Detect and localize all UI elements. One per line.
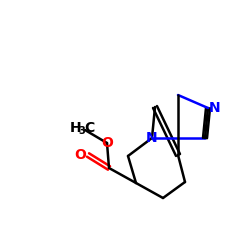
Text: O: O bbox=[74, 148, 86, 162]
Text: H: H bbox=[70, 121, 82, 135]
Text: C: C bbox=[84, 121, 94, 135]
Text: N: N bbox=[146, 131, 158, 145]
Text: O: O bbox=[101, 136, 113, 150]
Text: N: N bbox=[209, 101, 221, 115]
Text: 3: 3 bbox=[78, 126, 86, 136]
